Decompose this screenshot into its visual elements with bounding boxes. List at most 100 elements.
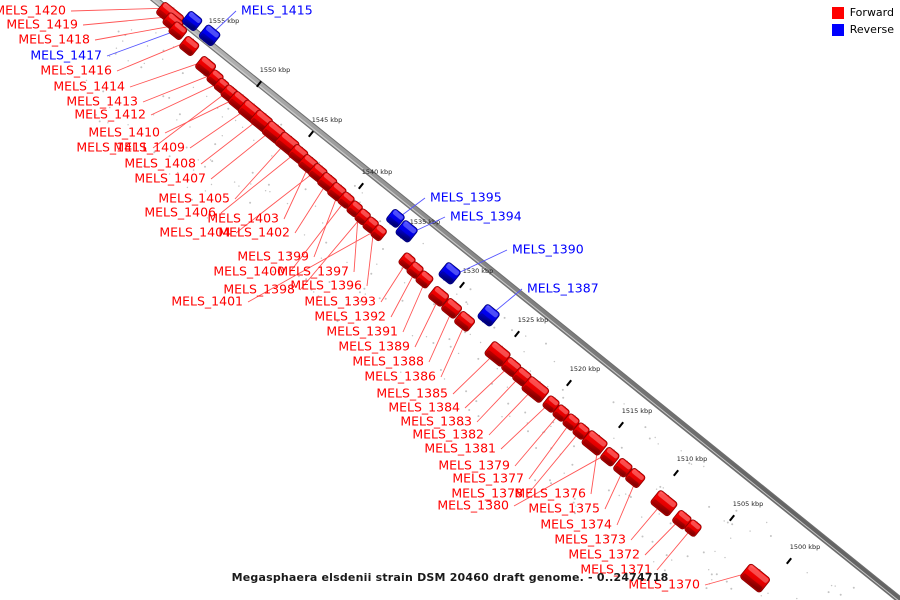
label-leader-line — [220, 146, 304, 214]
axis-tick: 1540 kbp — [357, 168, 392, 190]
gene-label[interactable]: MELS_1404 — [159, 225, 231, 240]
gene-feature[interactable] — [671, 509, 692, 530]
gene-feature[interactable] — [650, 489, 679, 517]
gene-feature[interactable] — [438, 261, 462, 285]
gene-label[interactable]: MELS_1414 — [53, 79, 125, 94]
gene-feature[interactable] — [581, 429, 609, 456]
axis-tick: 1525 kbp — [513, 316, 548, 338]
gene-label[interactable]: MELS_1405 — [158, 191, 230, 206]
gene-feature[interactable] — [194, 55, 217, 77]
gene-label[interactable]: MELS_1392 — [314, 309, 386, 324]
gene-label[interactable]: MELS_1377 — [452, 471, 524, 486]
gene-feature[interactable] — [542, 395, 561, 414]
gene-feature[interactable] — [181, 10, 203, 32]
gene-feature[interactable] — [198, 24, 221, 47]
gene-feature[interactable] — [612, 457, 633, 478]
gene-feature[interactable] — [178, 35, 200, 57]
gene-label[interactable]: MELS_1371 — [580, 562, 652, 577]
gene-feature[interactable] — [287, 143, 309, 165]
gene-label[interactable]: MELS_1382 — [412, 427, 484, 442]
gene-label[interactable]: MELS_1400 — [213, 264, 285, 279]
gene-label[interactable]: MELS_1394 — [450, 209, 522, 224]
gene-label[interactable]: MELS_1395 — [430, 190, 502, 205]
gene-label[interactable]: MELS_1380 — [437, 498, 509, 513]
gene-label[interactable]: MELS_1413 — [66, 94, 138, 109]
gene-feature[interactable] — [739, 563, 771, 593]
gene-label[interactable]: MELS_1373 — [554, 532, 626, 547]
gene-label[interactable]: MELS_1390 — [512, 242, 584, 257]
gene-label[interactable]: MELS_1408 — [124, 156, 196, 171]
gene-feature[interactable] — [370, 224, 388, 242]
gene-label[interactable]: MELS_1398 — [223, 282, 295, 297]
gene-feature[interactable] — [521, 375, 550, 403]
label-leader-line — [513, 449, 615, 507]
gene-feature[interactable] — [552, 404, 571, 423]
axis-tick: 1510 kbp — [672, 455, 707, 477]
gene-label[interactable]: MELS_1407 — [134, 171, 206, 186]
gene-label[interactable]: MELS_1378 — [451, 486, 523, 501]
gene-label[interactable]: MELS_1419 — [6, 17, 78, 32]
gene-label[interactable]: MELS_1409 — [113, 140, 185, 155]
gene-label[interactable]: MELS_1401 — [171, 294, 243, 309]
label-leader-line — [247, 226, 384, 303]
gene-label[interactable]: MELS_1420 — [0, 3, 66, 18]
gene-label[interactable]: MELS_1402 — [218, 225, 290, 240]
gene-label[interactable]: MELS_1416 — [40, 63, 112, 78]
gene-label[interactable]: MELS_1381 — [424, 441, 496, 456]
gene-label[interactable]: MELS_1374 — [540, 517, 612, 532]
gene-feature[interactable] — [415, 270, 435, 290]
gene-label-group[interactable]: MELS_1420MELS_1419MELS_1418MELS_1417MELS… — [0, 3, 700, 592]
gene-label[interactable]: MELS_1415 — [241, 3, 313, 18]
gene-label[interactable]: MELS_1396 — [290, 278, 362, 293]
gene-label[interactable]: MELS_1385 — [376, 386, 448, 401]
gene-feature[interactable] — [562, 413, 581, 432]
gene-label[interactable]: MELS_1388 — [352, 354, 424, 369]
gene-label[interactable]: MELS_1412 — [74, 107, 146, 122]
gene-label[interactable]: MELS_1372 — [568, 547, 640, 562]
gene-label[interactable]: MELS_1411 — [76, 140, 148, 155]
gene-feature[interactable] — [453, 310, 476, 332]
gene-label[interactable]: MELS_1386 — [364, 369, 436, 384]
gene-feature[interactable] — [213, 77, 231, 95]
axis-tick-label: 1535 kbp — [410, 218, 441, 226]
gene-label[interactable]: MELS_1383 — [400, 414, 472, 429]
gene-label[interactable]: MELS_1384 — [388, 400, 460, 415]
label-leader-line — [152, 86, 234, 149]
gene-feature[interactable] — [684, 519, 703, 538]
axis-tick-label: 1555 kbp — [209, 17, 240, 25]
gene-feature-group[interactable] — [155, 1, 771, 593]
axis-tick: 1530 kbp — [458, 267, 493, 289]
gene-label[interactable]: MELS_1406 — [144, 205, 216, 220]
gene-feature[interactable] — [168, 21, 188, 41]
gene-label[interactable]: MELS_1387 — [527, 281, 599, 296]
gene-feature[interactable] — [440, 297, 463, 319]
gene-label[interactable]: MELS_1410 — [88, 125, 160, 140]
forward-swatch-icon — [831, 6, 844, 19]
gene-label[interactable]: MELS_1376 — [514, 486, 586, 501]
gene-label[interactable]: MELS_1379 — [438, 458, 510, 473]
gene-feature[interactable] — [395, 219, 419, 243]
gene-feature[interactable] — [572, 422, 591, 441]
gene-feature[interactable] — [477, 303, 501, 327]
gene-label[interactable]: MELS_1397 — [277, 264, 349, 279]
gene-feature[interactable] — [599, 446, 620, 467]
gene-label[interactable]: MELS_1370 — [628, 577, 700, 592]
strand-legend: Forward Reverse — [831, 6, 894, 36]
gene-feature[interactable] — [385, 208, 405, 228]
gene-label[interactable]: MELS_1418 — [18, 32, 90, 47]
stipple-track — [85, 29, 855, 600]
gene-feature[interactable] — [624, 467, 646, 489]
gene-feature[interactable] — [326, 181, 347, 202]
gene-label[interactable]: MELS_1399 — [237, 249, 309, 264]
gene-label[interactable]: MELS_1393 — [304, 294, 376, 309]
gene-label[interactable]: MELS_1417 — [30, 48, 102, 63]
axis-tick-label: 1505 kbp — [733, 500, 764, 508]
axis-tick: 1515 kbp — [617, 407, 652, 429]
gene-feature[interactable] — [427, 285, 450, 307]
axis-tick: 1545 kbp — [307, 116, 342, 138]
gene-label[interactable]: MELS_1403 — [207, 211, 279, 226]
gene-label[interactable]: MELS_1391 — [326, 324, 398, 339]
gene-label[interactable]: MELS_1389 — [338, 339, 410, 354]
gene-label[interactable]: MELS_1375 — [528, 501, 600, 516]
